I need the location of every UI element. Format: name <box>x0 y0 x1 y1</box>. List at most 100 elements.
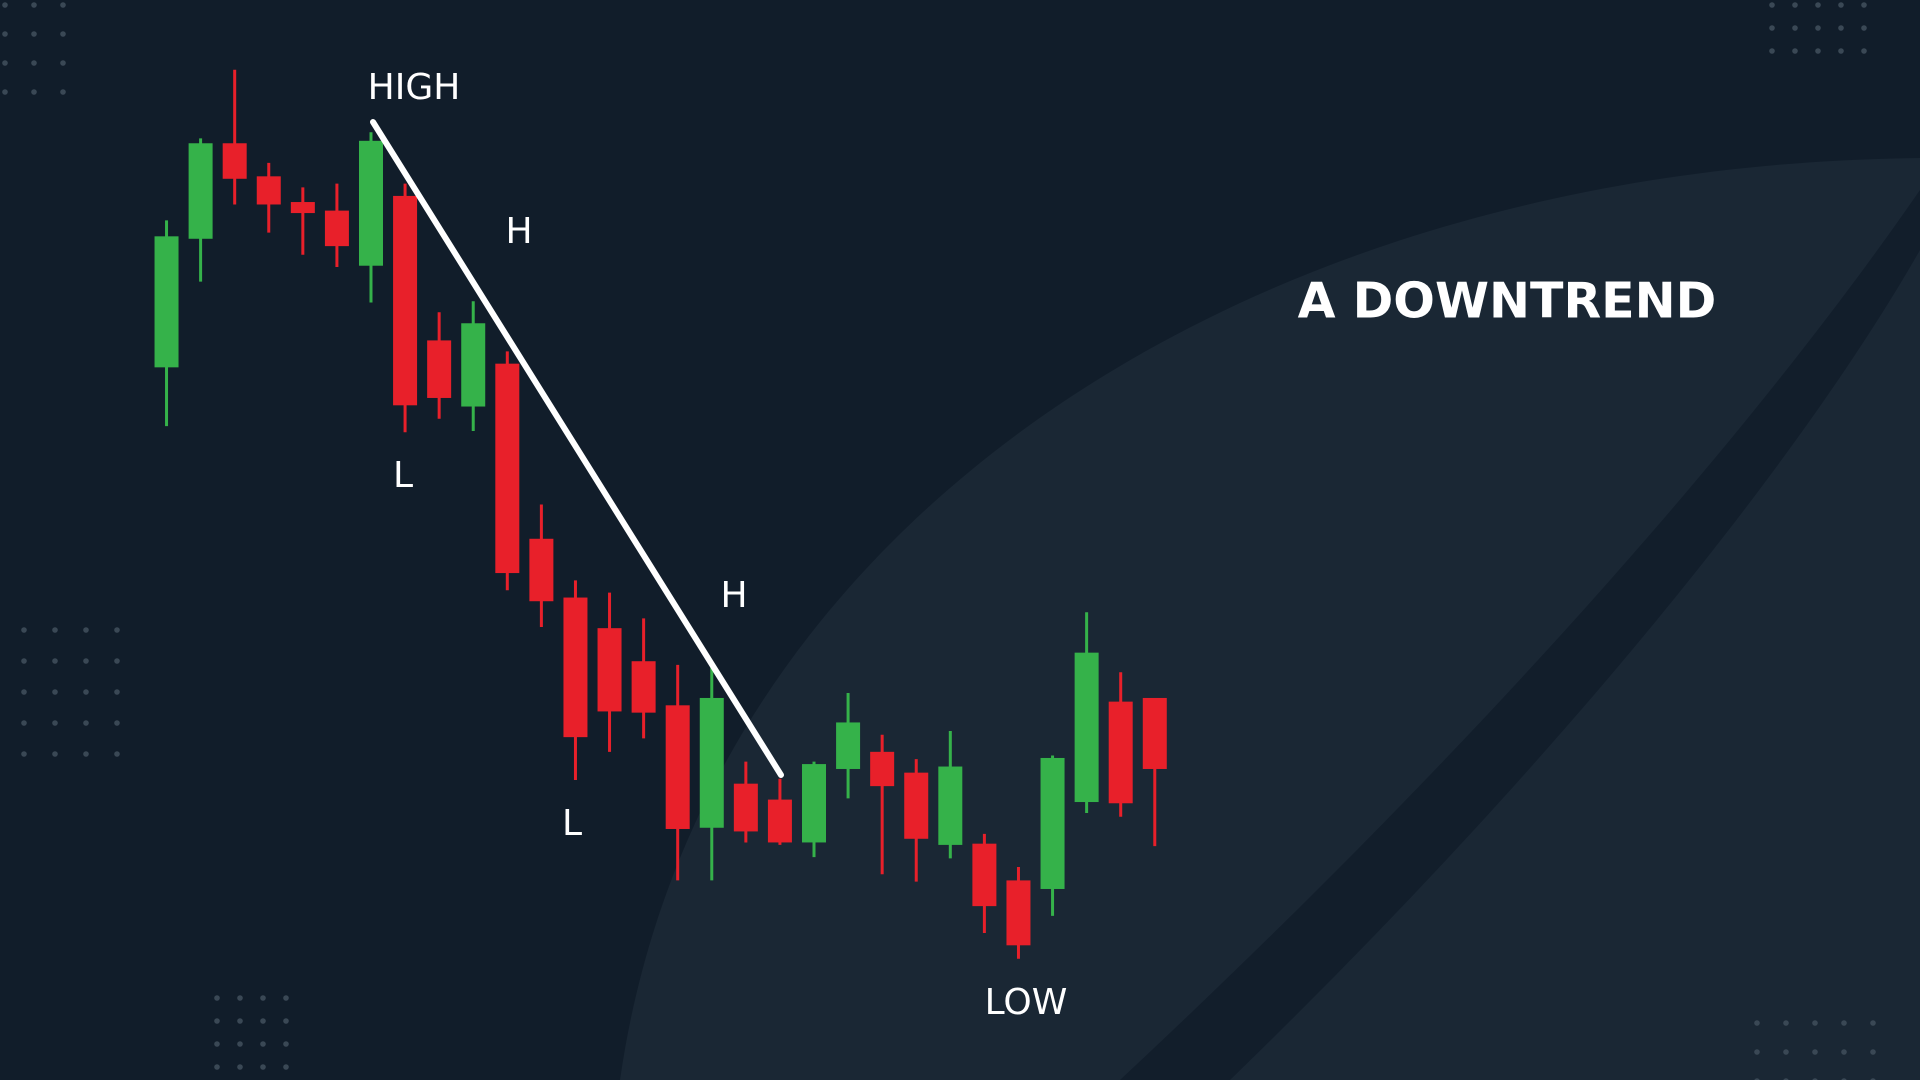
candle-body <box>904 772 929 839</box>
candle-body <box>597 628 622 712</box>
dot <box>60 60 66 66</box>
dot <box>83 751 89 757</box>
dot <box>1838 25 1844 31</box>
dot <box>237 1064 243 1070</box>
dot <box>260 995 266 1001</box>
dot <box>1861 25 1867 31</box>
dot <box>1769 48 1775 54</box>
dot <box>31 31 37 37</box>
annotation: HIGH <box>368 67 461 108</box>
dot <box>31 89 37 95</box>
candle-body <box>836 722 861 769</box>
dot <box>237 1018 243 1024</box>
dot <box>2 2 8 8</box>
dot <box>60 2 66 8</box>
dot <box>1815 2 1821 8</box>
trend-line <box>370 119 784 778</box>
annotation: H <box>505 211 532 252</box>
dot <box>1792 2 1798 8</box>
candle-body <box>461 323 486 407</box>
candle-body <box>1142 697 1167 769</box>
dot <box>31 60 37 66</box>
dot <box>1815 25 1821 31</box>
dot <box>1841 1020 1847 1026</box>
dot <box>214 1064 220 1070</box>
dot <box>283 995 289 1001</box>
leaf-shape <box>620 158 1920 1080</box>
dot <box>21 689 27 695</box>
dot <box>1838 2 1844 8</box>
dot <box>21 751 27 757</box>
dot <box>260 1018 266 1024</box>
candle-body <box>222 143 247 179</box>
candle-body <box>733 783 758 832</box>
dot <box>1792 25 1798 31</box>
candle-body <box>495 363 520 574</box>
candles <box>154 69 1167 959</box>
dot <box>60 31 66 37</box>
candle-body <box>972 843 997 907</box>
dot <box>1838 48 1844 54</box>
dot <box>237 995 243 1001</box>
candle-body <box>665 705 690 829</box>
dot <box>1861 2 1867 8</box>
dot <box>60 89 66 95</box>
candle-body <box>188 143 213 239</box>
dot <box>2 89 8 95</box>
dot <box>260 1041 266 1047</box>
candle-body <box>324 210 349 247</box>
dot <box>114 627 120 633</box>
dot <box>114 689 120 695</box>
dot <box>1792 48 1798 54</box>
dot <box>1783 1020 1789 1026</box>
candle-body <box>256 176 281 205</box>
dot <box>1870 1020 1876 1026</box>
dot <box>31 2 37 8</box>
annotation: L <box>562 803 582 844</box>
dot <box>260 1064 266 1070</box>
dot <box>83 627 89 633</box>
dot <box>21 658 27 664</box>
candle-body <box>1006 880 1031 946</box>
dot <box>21 627 27 633</box>
dot <box>283 1041 289 1047</box>
dot <box>1841 1049 1847 1055</box>
dot <box>21 720 27 726</box>
dot <box>52 751 58 757</box>
dot <box>214 1041 220 1047</box>
dot <box>83 658 89 664</box>
candle-body <box>767 799 792 843</box>
annotation: L <box>393 455 413 496</box>
chart-title: A DOWNTREND <box>1298 273 1717 330</box>
candle-body <box>529 538 554 602</box>
dot <box>283 1018 289 1024</box>
dot <box>114 751 120 757</box>
candle-body <box>154 236 179 368</box>
candle-body <box>290 202 315 214</box>
dot <box>83 720 89 726</box>
dot <box>2 31 8 37</box>
dot <box>114 720 120 726</box>
dot <box>52 720 58 726</box>
dot <box>1769 25 1775 31</box>
candle-body <box>938 766 963 845</box>
candle-body <box>393 195 418 406</box>
dot <box>1769 2 1775 8</box>
dot <box>52 627 58 633</box>
dot <box>2 60 8 66</box>
dot <box>1812 1049 1818 1055</box>
dot <box>1783 1049 1789 1055</box>
candle-body <box>358 140 383 266</box>
candle-body <box>870 751 895 787</box>
dot <box>1815 48 1821 54</box>
dot <box>52 658 58 664</box>
candle-body <box>427 340 452 398</box>
dot <box>114 658 120 664</box>
candle-body <box>631 661 656 713</box>
dot <box>1870 1049 1876 1055</box>
candle-body <box>1040 757 1065 889</box>
dot <box>83 689 89 695</box>
dot <box>237 1041 243 1047</box>
